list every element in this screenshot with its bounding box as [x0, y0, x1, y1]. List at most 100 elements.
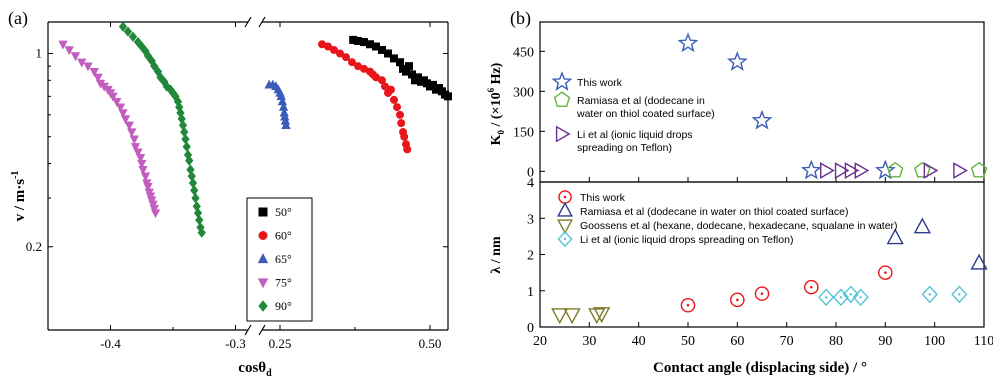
- data-point: [181, 134, 190, 145]
- data-point: [150, 61, 159, 72]
- legend-label: 90°: [275, 299, 292, 313]
- data-point: [921, 285, 938, 304]
- data-point: [128, 31, 138, 42]
- top-axis-break-mark: [244, 16, 266, 28]
- data-point: [89, 67, 99, 77]
- data-point: [118, 109, 128, 119]
- data-point: [390, 95, 398, 104]
- data-point: [726, 51, 748, 71]
- data-point: [832, 288, 850, 307]
- data-point: [336, 49, 344, 58]
- data-point: [396, 110, 404, 119]
- data-point: [83, 62, 93, 72]
- data-point: [680, 297, 696, 313]
- data-point: [378, 76, 386, 85]
- x-tick-label: 80: [829, 334, 843, 349]
- x-tick-label: 110: [974, 334, 993, 349]
- x-tick-label: 0.50: [419, 336, 442, 351]
- legend-marker: [557, 230, 573, 248]
- panel-a: (a) -0.4 -0.3 0.25 0.50 1 0.2 50° 60° 65° 75° 90°…: [8, 8, 452, 379]
- bottom-series-ramiasa: [886, 217, 988, 270]
- legend-marker: [258, 300, 268, 312]
- panel-a-label: (a): [8, 8, 28, 29]
- legend-label: Li et al (ionic liquid drops: [577, 129, 693, 141]
- top-series-li: [820, 162, 968, 179]
- data-point: [396, 58, 404, 67]
- panel-b-top-y-axis-label: K0 / (×106 Hz): [486, 62, 506, 145]
- legend-label: Li et al (ionic liquid drops spreading o…: [580, 234, 793, 246]
- data-point: [970, 161, 988, 178]
- data-point: [182, 141, 191, 152]
- panel-b-x-axis-label: Contact angle (displacing side) / °: [653, 360, 867, 376]
- panel-b-legends: This work Ramiasa et al (dodecane inwater…: [551, 71, 898, 248]
- x-tick-label: 60: [730, 334, 744, 349]
- panel-a-y-axis-label: v / m·s-1: [10, 171, 28, 222]
- legend-marker: [557, 219, 573, 235]
- series-75-deg: [58, 40, 161, 219]
- data-point: [143, 182, 153, 192]
- y-tick-label: 0: [527, 165, 534, 180]
- data-point: [403, 145, 412, 154]
- data-point: [874, 159, 896, 180]
- panel-a-x-axis-label: cosθd: [238, 360, 272, 379]
- panel-b-label: (b): [510, 8, 531, 29]
- data-point: [563, 308, 581, 325]
- data-point: [330, 45, 338, 54]
- data-point: [70, 52, 81, 62]
- data-point: [754, 286, 770, 301]
- y-tick-label: 3: [527, 212, 534, 227]
- y-tick-label: 300: [513, 85, 534, 100]
- data-point: [140, 172, 151, 182]
- data-point: [588, 308, 606, 325]
- data-point: [834, 162, 850, 179]
- bottom-series-this: [680, 265, 893, 313]
- data-point: [953, 162, 968, 179]
- data-point: [800, 159, 822, 180]
- legend-marker: [257, 278, 269, 289]
- data-point: [185, 155, 194, 166]
- data-point: [878, 265, 893, 280]
- data-point: [143, 50, 153, 62]
- data-point: [133, 148, 143, 158]
- data-point: [137, 159, 147, 169]
- data-point: [677, 32, 699, 53]
- data-point: [951, 285, 968, 304]
- data-point: [751, 109, 773, 130]
- data-point: [730, 292, 745, 308]
- data-point: [188, 177, 198, 189]
- data-point: [127, 128, 137, 138]
- data-point: [130, 143, 141, 153]
- x-tick-label: 30: [582, 334, 596, 349]
- data-point: [162, 81, 171, 92]
- data-point: [118, 21, 128, 32]
- x-tick-label: 0.25: [269, 336, 292, 351]
- panel-a-points: [58, 21, 452, 238]
- x-tick-label: 70: [780, 334, 794, 349]
- series-65-deg: [264, 79, 291, 129]
- x-tick-label: 100: [924, 334, 945, 349]
- x-tick-label: 40: [632, 334, 646, 349]
- y-tick-label: 1: [527, 285, 534, 300]
- data-point: [397, 119, 406, 128]
- data-point: [593, 307, 611, 324]
- data-point: [115, 103, 126, 113]
- data-point: [281, 120, 291, 129]
- data-point: [120, 115, 131, 125]
- legend-marker: [558, 190, 572, 204]
- data-point: [842, 285, 859, 304]
- y-tick-label: 1: [36, 46, 43, 61]
- legend-marker: [258, 231, 268, 240]
- panel-b-points: [551, 32, 988, 325]
- legend-marker: [551, 71, 573, 91]
- data-point: [324, 42, 332, 51]
- data-point: [342, 53, 350, 62]
- legend-marker: [553, 91, 571, 108]
- legend-label: 50°: [275, 205, 292, 219]
- panel-a-ticks: -0.4 -0.3 0.25 0.50 1 0.2: [26, 22, 448, 351]
- x-tick-label: -0.4: [100, 336, 121, 351]
- data-point: [817, 288, 835, 307]
- series-50-deg: [349, 35, 452, 101]
- y-tick-label: 0.2: [26, 239, 42, 254]
- data-point: [820, 162, 835, 179]
